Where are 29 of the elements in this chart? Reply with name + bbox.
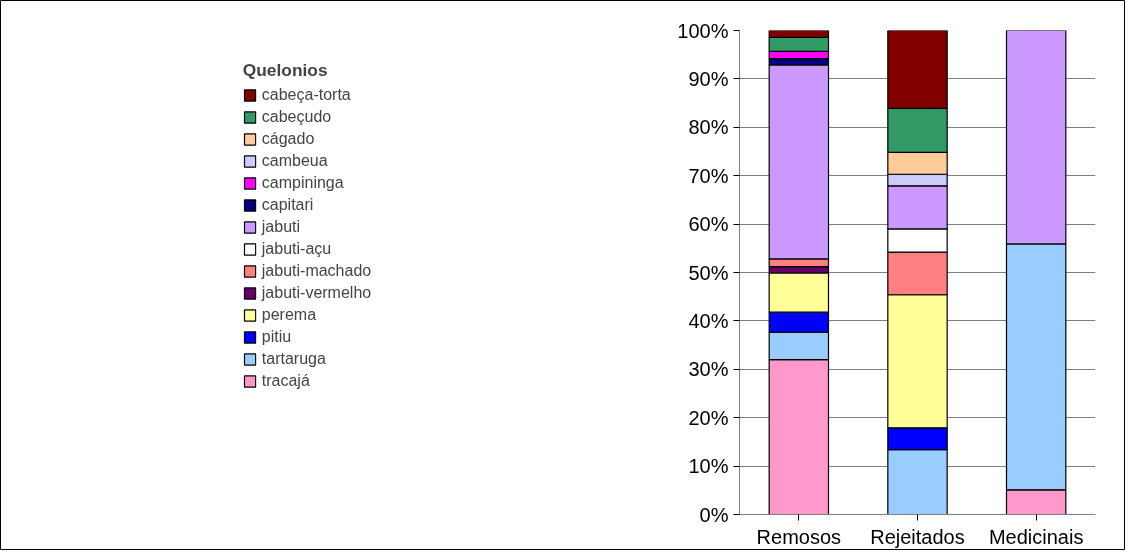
y-tick-label: 90% [688,67,729,90]
y-tick-label: 60% [688,213,729,236]
legend-label: perema [261,306,317,324]
legend-label: cambeua [261,152,328,170]
legend-label: jabuti-açu [261,240,332,258]
y-tick-label: 100% [677,19,729,42]
y-tick-label: 20% [688,406,729,429]
x-tick-label: Medicinais [988,525,1084,548]
legend-label: cabeçudo [261,108,332,126]
x-tick-label: Remosos [756,525,842,548]
y-tick-label: 0% [699,503,729,526]
x-tick-label: Rejeitados [870,525,965,548]
legend-label: capitari [261,196,314,214]
legend-title: Quelonios [242,60,329,81]
y-tick-label: 50% [688,261,729,284]
y-tick-label: 80% [688,116,729,139]
legend-label: jabuti-vermelho [261,284,372,302]
legend-label: cabeça-torta [261,86,351,104]
y-tick-label: 10% [688,455,729,478]
legend-label: jabuti [261,218,301,236]
legend-label: jabuti-machado [261,262,372,280]
legend-label: pitiu [261,328,292,346]
legend-label: tartaruga [261,350,326,368]
legend-label: campininga [261,174,344,192]
y-tick-label: 40% [688,309,729,332]
legend-label: cágado [261,130,315,148]
y-tick-label: 70% [688,164,729,187]
legend-label: tracajá [261,372,310,390]
y-tick-label: 30% [688,358,729,381]
